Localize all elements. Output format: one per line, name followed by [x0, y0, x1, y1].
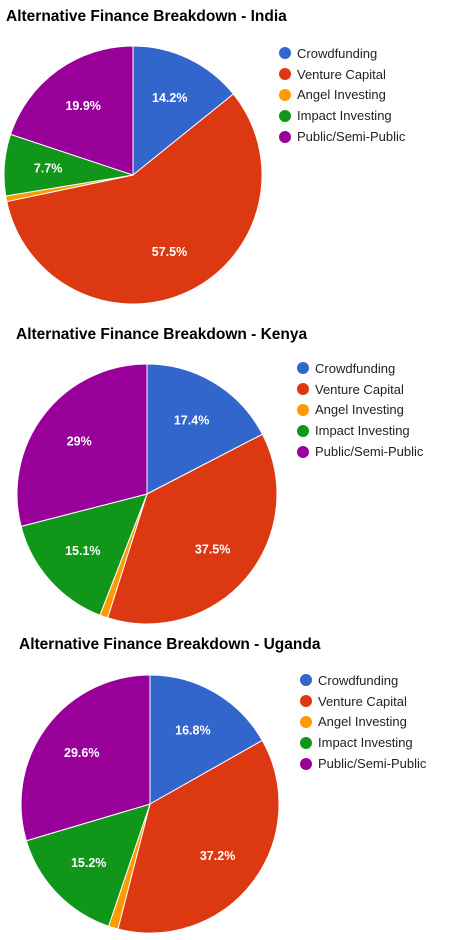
legend-item-crowdfunding[interactable]: Crowdfunding — [297, 358, 423, 379]
legend-label: Angel Investing — [318, 714, 407, 730]
pie-slice-venture-capital[interactable] — [6, 93, 263, 305]
legend-label: Impact Investing — [297, 108, 392, 124]
legend-swatch — [279, 47, 291, 60]
chart-title: Alternative Finance Breakdown - Uganda — [19, 636, 321, 653]
pie-slice-crowdfunding[interactable] — [132, 45, 235, 177]
legend-label: Crowdfunding — [318, 672, 399, 688]
legend-item-angel-investing[interactable]: Angel Investing — [300, 712, 426, 733]
slice-label-impact-investing: 7.7% — [34, 161, 63, 175]
legend-swatch — [297, 424, 309, 437]
legend-label: Venture Capital — [297, 66, 386, 82]
pie-slice-venture-capital[interactable] — [117, 739, 280, 934]
legend-swatch — [297, 362, 309, 375]
legend-label: Public/Semi-Public — [297, 129, 406, 145]
legend-item-angel-investing[interactable]: Angel Investing — [279, 85, 405, 106]
legend-swatch — [279, 109, 291, 122]
legend-item-crowdfunding[interactable]: Crowdfunding — [279, 43, 405, 64]
legend-item-impact-investing[interactable]: Impact Investing — [279, 105, 405, 126]
pie: 16.8% 37.2% 15.2% 29.6% — [20, 674, 280, 934]
legend-label: Public/Semi-Public — [315, 444, 424, 460]
legend-swatch — [279, 130, 291, 143]
chart-title: Alternative Finance Breakdown - Kenya — [16, 326, 308, 343]
pie-chart-uganda: Alternative Finance Breakdown - Uganda 1… — [0, 625, 451, 940]
legend-label: Venture Capital — [318, 693, 407, 709]
legend-swatch — [279, 68, 291, 81]
pie-slice-public-semi-public[interactable] — [16, 363, 148, 527]
pie-slice-public-semi-public[interactable] — [9, 45, 134, 176]
legend-label: Venture Capital — [315, 381, 404, 397]
legend-item-impact-investing[interactable]: Impact Investing — [300, 732, 426, 753]
pie-slice-venture-capital[interactable] — [106, 433, 278, 625]
legend-swatch — [300, 757, 312, 770]
pie-chart-india: Alternative Finance Breakdown - India 14… — [0, 0, 451, 310]
legend-label: Public/Semi-Public — [318, 756, 427, 772]
legend: Crowdfunding Venture Capital Angel Investi… — [279, 43, 405, 147]
legend-swatch — [300, 695, 312, 708]
pie-slice-crowdfunding[interactable] — [149, 674, 263, 805]
pie-slice-public-semi-public[interactable] — [20, 674, 151, 842]
pie-slice-crowdfunding[interactable] — [146, 363, 264, 495]
slice-label-crowdfunding: 16.8% — [175, 723, 210, 737]
slice-label-crowdfunding: 14.2% — [152, 91, 187, 105]
legend-swatch — [300, 674, 312, 687]
legend-item-public-semi-public[interactable]: Public/Semi-Public — [300, 753, 426, 774]
legend-item-angel-investing[interactable]: Angel Investing — [297, 400, 423, 421]
slice-label-public-semi-public: 19.9% — [65, 99, 100, 113]
legend-item-venture-capital[interactable]: Venture Capital — [279, 64, 405, 85]
legend-label: Impact Investing — [315, 423, 410, 439]
pie-chart-kenya: Alternative Finance Breakdown - Kenya 17… — [0, 310, 451, 625]
legend-label: Angel Investing — [315, 402, 404, 418]
legend-swatch — [300, 715, 312, 728]
pie-slice-impact-investing[interactable] — [20, 493, 148, 616]
legend-item-venture-capital[interactable]: Venture Capital — [297, 379, 423, 400]
chart-title: Alternative Finance Breakdown - India — [6, 8, 287, 25]
slice-label-venture-capital: 57.5% — [152, 245, 187, 259]
legend-swatch — [300, 736, 312, 749]
slice-label-venture-capital: 37.2% — [200, 849, 235, 863]
slice-label-public-semi-public: 29.6% — [64, 746, 99, 760]
slice-label-public-semi-public: 29% — [67, 434, 92, 448]
legend-swatch — [297, 445, 309, 458]
legend-label: Angel Investing — [297, 87, 386, 103]
legend-swatch — [279, 88, 291, 101]
legend: Crowdfunding Venture Capital Angel Investi… — [297, 358, 423, 462]
legend-item-venture-capital[interactable]: Venture Capital — [300, 691, 426, 712]
legend-item-public-semi-public[interactable]: Public/Semi-Public — [279, 126, 405, 147]
legend-item-crowdfunding[interactable]: Crowdfunding — [300, 670, 426, 691]
legend-swatch — [297, 383, 309, 396]
slice-label-impact-investing: 15.2% — [71, 856, 106, 870]
legend-item-public-semi-public[interactable]: Public/Semi-Public — [297, 441, 423, 462]
legend-label: Crowdfunding — [315, 360, 396, 376]
pie: 17.4% 37.5% 15.1% 29% — [16, 363, 278, 625]
legend-item-impact-investing[interactable]: Impact Investing — [297, 420, 423, 441]
legend-label: Crowdfunding — [297, 45, 378, 61]
pie-slice-impact-investing[interactable] — [25, 803, 151, 927]
legend: Crowdfunding Venture Capital Angel Investi… — [300, 670, 426, 774]
legend-label: Impact Investing — [318, 735, 413, 751]
pie: 14.2% 57.5% 7.7% 19.9% — [3, 45, 263, 305]
slice-label-crowdfunding: 17.4% — [174, 414, 209, 428]
slice-label-impact-investing: 15.1% — [65, 544, 100, 558]
slice-label-venture-capital: 37.5% — [195, 542, 230, 556]
legend-swatch — [297, 403, 309, 416]
